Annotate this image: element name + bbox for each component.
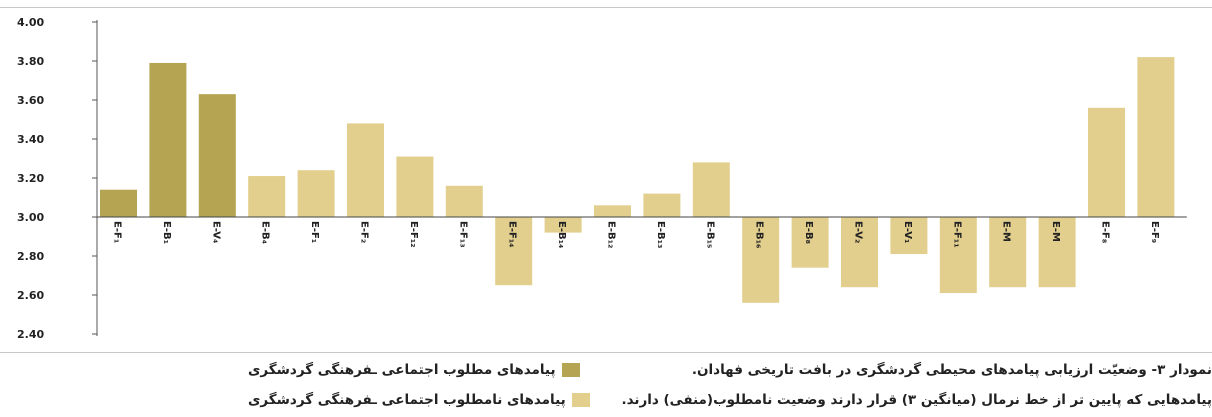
legend-label-desired: پیامدهای مطلوب اجتماعی ـفرهنگی گردشگری [248,362,556,378]
y-tick-label: 2.60 [17,289,44,302]
y-tick-label: 2.80 [17,250,44,263]
bar [989,217,1027,288]
x-category-label: E-V₁ [902,221,913,243]
y-tick-label: 3.00 [17,211,44,224]
x-category-label: E-B₁ [161,221,172,244]
bar [347,123,384,217]
x-category-label: E-F₂ [359,221,370,243]
legend-label-undesired: پیامدهای نامطلوب اجتماعی ـفرهنگی گردشگری [248,392,566,408]
x-category-label: E-F₁ [112,221,123,243]
y-tick-label: 4.00 [17,16,44,29]
bar [841,217,878,288]
legend-swatch-undesired [571,393,590,407]
x-category-label: E-F₉ [1149,221,1160,243]
bar [445,185,483,217]
bar [1038,217,1076,288]
x-category-label: E-F₁₂ [408,221,419,248]
x-category-label: E-B₁₃ [655,221,666,248]
y-tick-label: 3.20 [17,172,44,185]
legend-swatch-desired [561,363,580,377]
y-tick-label: 3.80 [17,55,44,68]
bar-chart: 4.00 3.80 3.60 3.40 3.20 3.00 2.80 2.60 2.40 E-F₁… [17,16,1187,341]
x-category-label: E-B₁₂ [606,221,617,248]
y-tick-label: 3.60 [17,94,44,107]
bar [149,62,187,218]
bar [396,156,434,217]
y-tick-label: 3.40 [17,133,44,146]
bar [544,217,582,233]
bar [939,217,977,294]
x-category-label: E-F₁ [309,221,320,243]
top-border-line [0,7,1212,8]
bar [643,193,681,217]
bar [248,176,286,217]
x-category-label: E-F₁₁ [951,221,962,248]
x-category-label: E-B₁₄ [556,221,567,248]
bottom-border-line [0,352,1212,353]
y-tick-label: 2.40 [17,328,44,341]
bar [1088,107,1125,217]
x-category-label: E-B₁₆ [754,221,765,248]
x-category-label: E-B₁₅ [704,221,715,248]
x-category-label: E-V₂ [853,221,864,243]
x-category-label: E-M [1050,221,1061,242]
x-category-label: E-B₈ [803,221,814,244]
legend-item-desired: پیامدهای مطلوب اجتماعی ـفرهنگی گردشگری [248,362,580,378]
x-category-label: E-F₈ [1100,221,1111,243]
bar [791,217,829,268]
x-category-label: E-V₄ [210,221,221,243]
x-category-label: E-M [1001,221,1012,242]
bar [890,217,928,255]
bar [594,205,631,217]
x-category-label: E-F₁₄ [507,221,518,248]
figure-note: پیامدهایی که پایین تر از خط نرمال (میانگ… [621,392,1212,408]
bar [100,189,137,217]
bar [198,94,236,217]
bar [692,162,730,217]
bar [1137,57,1175,217]
bar [297,170,335,217]
bar [742,217,780,303]
x-category-label: E-F₁₃ [457,221,468,248]
x-category-label: E-B₄ [260,221,271,244]
figure-caption: نمودار ۳- وضعیّت ارزیابی پیامدهای محیطی … [691,362,1212,378]
bar [495,217,533,286]
legend-item-undesired: پیامدهای نامطلوب اجتماعی ـفرهنگی گردشگری [248,392,590,408]
